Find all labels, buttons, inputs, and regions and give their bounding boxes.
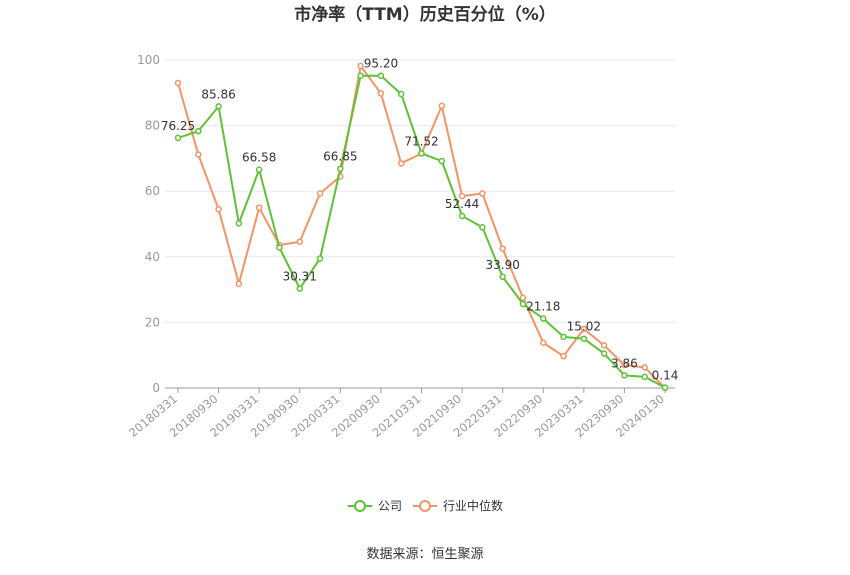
legend-marker-company [354,500,366,512]
source-note: 数据来源：恒生聚源 [366,547,483,562]
point-company-20210630 [438,157,446,165]
point-industry-median-20220930 [540,339,547,346]
point-industry-median-20190930 [296,238,303,245]
data-label-20210331: 71.52 [404,134,438,148]
point-company-20190331 [255,166,263,173]
point-industry-median-20200630 [357,62,364,70]
point-industry-median-20201231 [397,160,405,167]
y-tick-label-100: 100 [137,53,160,67]
y-tick-label-20: 20 [145,315,160,329]
point-industry-median-20220630 [519,294,527,302]
point-company-20200930 [377,72,385,79]
point-company-20220930 [540,315,547,322]
point-company-20240130 [661,384,669,391]
data-label-20230930: 3.86 [611,356,638,370]
point-industry-median-20180331 [174,79,182,87]
legend-item-company[interactable]: 公司 [348,499,402,513]
data-label-20210930: 52.44 [445,197,479,211]
point-industry-median-20200930 [377,90,385,97]
point-company-20231231 [641,373,648,381]
point-company-20211231 [479,224,486,231]
data-label-20180930: 85.86 [201,87,235,101]
axes: 0204060801002018033120180930201903312019… [126,53,675,440]
point-company-20180930 [215,103,222,110]
series-line-company [177,74,666,389]
point-company-20200331 [337,165,344,172]
data-label-20200331: 66.85 [323,150,357,164]
data-label-20200930: 95.20 [364,57,398,71]
point-industry-median-20230630 [600,342,608,349]
point-industry-median-20230331 [580,325,588,333]
point-industry-median-20190331 [255,204,263,211]
data-label-20240130: 0.14 [652,369,679,383]
chart-title: 市净率（TTM）历史百分位（%） [294,4,556,25]
point-industry-median-20231231 [641,364,648,371]
point-company-20221231 [560,333,567,341]
point-company-20190630 [276,244,283,251]
data-label-20190331: 66.58 [242,151,276,165]
legend: 公司 行业中位数 [348,498,503,513]
point-company-20230331 [580,335,588,342]
series-line-industry-median [177,64,666,389]
point-company-20230930 [621,372,628,379]
data-label-20180331: 76.25 [161,119,195,133]
point-industry-median-20210630 [438,102,446,110]
legend-marker-industry-median [419,500,431,512]
point-company-20190930 [296,285,303,292]
point-company-20210930 [458,212,466,220]
point-industry-median-20180630 [195,151,202,158]
point-company-20180630 [195,127,202,135]
point-industry-median-20210930 [458,192,466,200]
point-company-20180331 [174,134,182,142]
point-company-20191231 [316,255,324,262]
point-industry-median-20221231 [560,352,567,360]
y-tick-label-0: 0 [152,381,160,395]
legend-label-industry-median: 行业中位数 [443,498,503,513]
point-company-20230630 [600,350,608,357]
point-company-20181231 [235,220,243,227]
data-label-20220331: 33.90 [485,258,519,272]
point-industry-median-20181231 [235,280,243,287]
point-industry-median-20191231 [316,190,324,197]
point-industry-median-20230930 [621,361,628,369]
point-company-20200630 [357,72,364,79]
point-industry-median-20211231 [479,190,486,197]
point-industry-median-20220331 [499,245,506,252]
point-company-20210331 [418,150,425,157]
point-company-20220331 [499,273,506,281]
legend-label-company: 公司 [378,499,402,513]
point-company-20220630 [519,300,527,308]
data-label-20230331: 15.02 [567,320,601,334]
data-label-20220930: 21.18 [526,300,560,314]
series-lines [174,62,669,392]
point-industry-median-20180930 [215,205,222,213]
y-tick-label-40: 40 [145,250,160,264]
data-labels: 76.25 85.86 66.58 30.31 66.85 95.20 71.52 52.44… [161,57,679,383]
data-label-20190930: 30.31 [283,270,317,284]
y-tick-label-60: 60 [145,184,160,198]
y-tick-label-80: 80 [145,119,160,133]
legend-item-industry-median[interactable]: 行业中位数 [413,498,503,513]
point-company-20201231 [397,90,405,98]
